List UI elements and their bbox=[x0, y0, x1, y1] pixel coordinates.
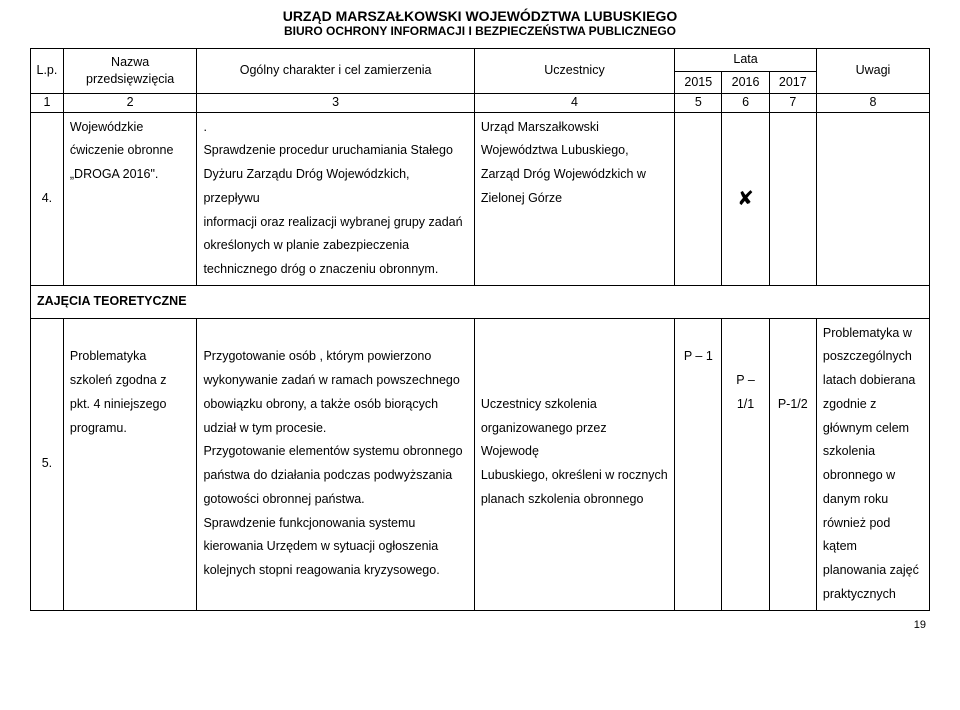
row5-cel-l6: państwa do działania podczas podwyższani… bbox=[203, 464, 467, 488]
row4-nazwa-l3: „DROGA 2016". bbox=[70, 163, 191, 187]
row5-uw-l11: planowania zajęć bbox=[823, 559, 923, 583]
table-header-row-1: L.p. Nazwa przedsięwzięcia Ogólny charak… bbox=[31, 49, 930, 72]
row5-2017: P-1/2 bbox=[769, 318, 816, 610]
col-header-uczestnicy: Uczestnicy bbox=[474, 49, 674, 94]
row4-uczestnicy: Urząd Marszałkowski Województwa Lubuskie… bbox=[474, 112, 674, 285]
row4-cel: . Sprawdzenie procedur uruchamiania Stał… bbox=[197, 112, 474, 285]
numcell-1: 1 bbox=[31, 94, 64, 113]
header-title-1: URZĄD MARSZAŁKOWSKI WOJEWÓDZTWA LUBUSKIE… bbox=[30, 8, 930, 24]
row5-cel-l10: kolejnych stopni reagowania kryzysowego. bbox=[203, 559, 467, 583]
row5-uw-l3: latach dobierana bbox=[823, 369, 923, 393]
section-row: ZAJĘCIA TEORETYCZNE bbox=[31, 285, 930, 318]
row4-cel-l1: Sprawdzenie procedur uruchamiania Stałeg… bbox=[203, 139, 467, 163]
table-row-4: 4. Wojewódzkie ćwiczenie obronne „DROGA … bbox=[31, 112, 930, 285]
row4-2015 bbox=[675, 112, 722, 285]
col-header-lp: L.p. bbox=[31, 49, 64, 94]
row5-nazwa-l4: programu. bbox=[70, 417, 191, 441]
row4-cel-l4: określonych w planie zabezpieczenia bbox=[203, 234, 467, 258]
row5-cel: Przygotowanie osób , którym powierzono w… bbox=[197, 318, 474, 610]
row5-ucz-l4: planach szkolenia obronnego bbox=[481, 488, 668, 512]
row5-uw-l5: głównym celem bbox=[823, 417, 923, 441]
numcell-7: 7 bbox=[769, 94, 816, 113]
col-header-lata: Lata bbox=[675, 49, 817, 72]
row5-nazwa-l1: Problematyka bbox=[70, 345, 191, 369]
row4-cel-l2: Dyżuru Zarządu Dróg Wojewódzkich, przepł… bbox=[203, 163, 467, 211]
row5-uw-l1: Problematyka w bbox=[823, 322, 923, 346]
row5-cel-l3: obowiązku obrony, a także osób biorących bbox=[203, 393, 467, 417]
row5-uw-l7: obronnego w bbox=[823, 464, 923, 488]
row5-cel-l2: wykonywanie zadań w ramach powszechnego bbox=[203, 369, 467, 393]
row5-uw-l9: również pod bbox=[823, 512, 923, 536]
row5-2015: P – 1 bbox=[675, 318, 722, 610]
col-header-nazwa: Nazwa przedsięwzięcia bbox=[63, 49, 197, 94]
row5-uw-l2: poszczególnych bbox=[823, 345, 923, 369]
row5-ucz-l3: Lubuskiego, określeni w rocznych bbox=[481, 464, 668, 488]
row5-y1: P – 1 bbox=[681, 345, 715, 369]
row4-ucz-l1: Urząd Marszałkowski bbox=[481, 116, 668, 140]
col-header-cel: Ogólny charakter i cel zamierzenia bbox=[197, 49, 474, 94]
section-title: ZAJĘCIA TEORETYCZNE bbox=[31, 285, 930, 318]
numcell-2: 2 bbox=[63, 94, 197, 113]
main-table: L.p. Nazwa przedsięwzięcia Ogólny charak… bbox=[30, 48, 930, 611]
row4-ucz-l3: Zarząd Dróg Wojewódzkich w bbox=[481, 163, 668, 187]
row4-2016-mark: ✘ bbox=[722, 112, 769, 285]
row5-cel-l9: kierowania Urzędem w sytuacji ogłoszenia bbox=[203, 535, 467, 559]
row5-cel-l7: gotowości obronnej państwa. bbox=[203, 488, 467, 512]
row4-ucz-l4: Zielonej Górze bbox=[481, 187, 668, 211]
numcell-8: 8 bbox=[816, 94, 929, 113]
row4-cel-l3: informacji oraz realizacji wybranej grup… bbox=[203, 211, 467, 235]
row5-cel-l4: udział w tym procesie. bbox=[203, 417, 467, 441]
row4-nazwa: Wojewódzkie ćwiczenie obronne „DROGA 201… bbox=[63, 112, 197, 285]
page-number: 19 bbox=[30, 619, 930, 631]
row5-lp: 5. bbox=[31, 318, 64, 610]
numcell-6: 6 bbox=[722, 94, 769, 113]
row5-cel-l5: Przygotowanie elementów systemu obronneg… bbox=[203, 440, 467, 464]
row5-nazwa-l3: pkt. 4 niniejszego bbox=[70, 393, 191, 417]
row5-uw-l8: danym roku bbox=[823, 488, 923, 512]
row5-uw-l6: szkolenia bbox=[823, 440, 923, 464]
row5-uw-l4: zgodnie z bbox=[823, 393, 923, 417]
row4-nazwa-l1: Wojewódzkie bbox=[70, 116, 191, 140]
header-title-2: BIURO OCHRONY INFORMACJI I BEZPIECZEŃSTW… bbox=[30, 24, 930, 38]
row4-uwagi bbox=[816, 112, 929, 285]
table-row-5: 5. Problematyka szkoleń zgodna z pkt. 4 … bbox=[31, 318, 930, 610]
row5-uw-l10: kątem bbox=[823, 535, 923, 559]
col-header-2015: 2015 bbox=[675, 71, 722, 94]
numcell-5: 5 bbox=[675, 94, 722, 113]
document-header: URZĄD MARSZAŁKOWSKI WOJEWÓDZTWA LUBUSKIE… bbox=[30, 8, 930, 38]
row5-uw-l12: praktycznych bbox=[823, 583, 923, 607]
col-header-uwagi: Uwagi bbox=[816, 49, 929, 94]
row4-lp: 4. bbox=[31, 112, 64, 285]
row5-cel-l1: Przygotowanie osób , którym powierzono bbox=[203, 345, 467, 369]
col-header-2016: 2016 bbox=[722, 71, 769, 94]
numcell-4: 4 bbox=[474, 94, 674, 113]
row5-uczestnicy: Uczestnicy szkolenia organizowanego prze… bbox=[474, 318, 674, 610]
row5-y2: P – 1/1 bbox=[728, 369, 762, 417]
table-number-row: 1 2 3 4 5 6 7 8 bbox=[31, 94, 930, 113]
col-header-2017: 2017 bbox=[769, 71, 816, 94]
row5-nazwa-l2: szkoleń zgodna z bbox=[70, 369, 191, 393]
row4-2017 bbox=[769, 112, 816, 285]
row4-cel-dot: . bbox=[203, 116, 467, 140]
row5-uwagi: Problematyka w poszczególnych latach dob… bbox=[816, 318, 929, 610]
row5-ucz-l1: Uczestnicy szkolenia bbox=[481, 393, 668, 417]
row5-nazwa: Problematyka szkoleń zgodna z pkt. 4 nin… bbox=[63, 318, 197, 610]
numcell-3: 3 bbox=[197, 94, 474, 113]
row5-ucz-l2: organizowanego przez Wojewodę bbox=[481, 417, 668, 465]
row4-nazwa-l2: ćwiczenie obronne bbox=[70, 139, 191, 163]
row4-cel-l5: technicznego dróg o znaczeniu obronnym. bbox=[203, 258, 467, 282]
row4-ucz-l2: Województwa Lubuskiego, bbox=[481, 139, 668, 163]
row5-y3: P-1/2 bbox=[776, 393, 810, 417]
row5-cel-l8: Sprawdzenie funkcjonowania systemu bbox=[203, 512, 467, 536]
row5-2016: P – 1/1 bbox=[722, 318, 769, 610]
